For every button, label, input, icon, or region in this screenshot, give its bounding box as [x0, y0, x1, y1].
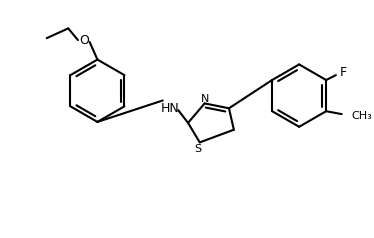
Text: HN: HN — [161, 102, 180, 115]
Text: CH₃: CH₃ — [352, 111, 372, 121]
Text: N: N — [200, 94, 209, 104]
Text: F: F — [340, 66, 347, 79]
Text: S: S — [194, 144, 201, 154]
Text: O: O — [79, 34, 89, 47]
